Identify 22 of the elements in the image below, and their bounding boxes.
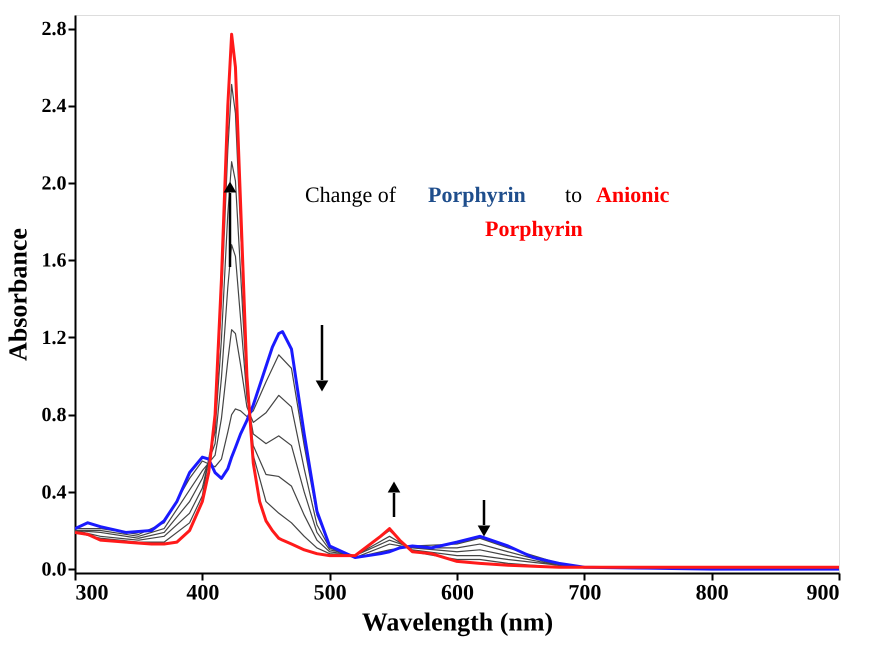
y-tick-label: 2.0 xyxy=(42,172,66,194)
annotation: Change of xyxy=(305,182,397,207)
y-tick-label: 0.0 xyxy=(42,558,66,581)
y-tick-label: 2.8 xyxy=(42,18,66,40)
y-tick-label: 0.4 xyxy=(42,481,66,504)
y-tick-label: 0.8 xyxy=(42,404,66,426)
y-tick-label: 1.6 xyxy=(42,250,66,272)
y-tick-label: 1.2 xyxy=(42,326,66,349)
annotation: Anionic xyxy=(596,182,670,207)
x-tick-label: 800 xyxy=(696,580,729,604)
x-axis-title: Wavelength (nm) xyxy=(362,608,554,636)
x-tick-label: 300 xyxy=(76,580,108,604)
y-axis-title: Absorbance xyxy=(4,228,32,361)
annotation: Porphyrin xyxy=(428,182,526,207)
annotation: Porphyrin xyxy=(485,216,583,241)
annotation: to xyxy=(565,182,582,207)
x-tick-label: 400 xyxy=(186,580,220,604)
x-tick-label: 700 xyxy=(568,580,602,604)
x-tick-label: 900 xyxy=(806,580,840,604)
x-tick-label: 600 xyxy=(441,580,474,604)
y-tick-label: 2.4 xyxy=(42,95,66,118)
x-tick-label: 500 xyxy=(314,580,347,604)
